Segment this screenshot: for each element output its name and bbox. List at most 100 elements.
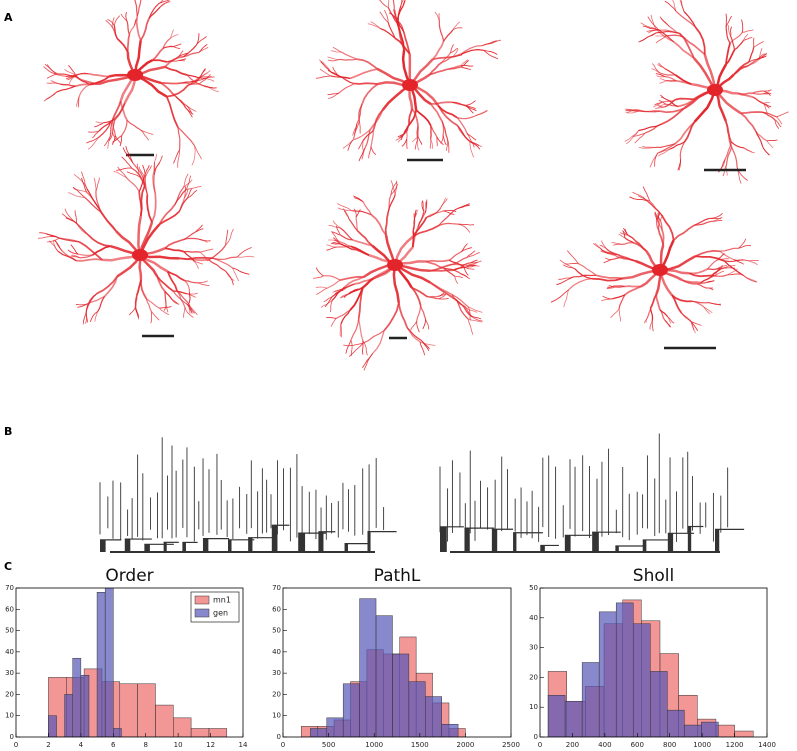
dendrite xyxy=(440,198,448,209)
dendrite xyxy=(186,105,193,114)
dendrite xyxy=(387,22,396,39)
dendrite xyxy=(171,299,180,305)
dendrite xyxy=(225,229,229,246)
dendrite xyxy=(696,283,707,289)
dendrite xyxy=(347,139,354,151)
dendrite xyxy=(708,302,721,306)
dendrite xyxy=(332,237,341,245)
dendrite xyxy=(466,251,480,258)
dendrite xyxy=(566,250,579,264)
dendrite xyxy=(349,287,364,311)
dendrite xyxy=(742,29,754,33)
dendrite xyxy=(661,215,675,241)
dendrogram-trunk xyxy=(564,535,571,552)
dendrite xyxy=(425,259,450,263)
dendrite xyxy=(87,137,100,150)
dendrite xyxy=(339,324,342,337)
dendrite xyxy=(618,233,626,239)
dendrite xyxy=(203,85,217,89)
bar xyxy=(684,724,702,737)
x-tick-label: 8 xyxy=(143,741,147,749)
y-tick-label: 30 xyxy=(5,669,14,677)
dendrite xyxy=(340,309,351,325)
dendrite xyxy=(604,257,611,261)
bar xyxy=(190,728,210,737)
dendrite xyxy=(466,262,478,266)
dendrite xyxy=(139,176,148,195)
dendrite xyxy=(384,212,390,236)
dendrite xyxy=(331,231,341,236)
dendrite xyxy=(92,245,111,256)
dendrite xyxy=(74,210,78,224)
y-tick-label: 20 xyxy=(529,673,538,681)
dendrite xyxy=(107,135,111,149)
dendrite xyxy=(460,48,484,55)
dendrite xyxy=(406,138,408,149)
dendrite xyxy=(757,56,766,60)
dendrite xyxy=(398,133,405,139)
dendrite xyxy=(645,316,649,323)
dendrite xyxy=(162,38,171,49)
bar xyxy=(310,728,328,737)
dendrite xyxy=(452,27,463,31)
dendrite xyxy=(602,295,613,300)
dendrite xyxy=(659,309,669,318)
dendrite xyxy=(128,24,136,35)
dendrite xyxy=(75,75,91,86)
dendrite xyxy=(424,201,427,213)
dendrite xyxy=(370,146,377,156)
dendrite xyxy=(341,51,358,60)
dendrite xyxy=(114,102,126,121)
dendrite xyxy=(609,253,621,259)
dendrite xyxy=(655,35,667,44)
dendrite xyxy=(108,132,114,142)
x-tick-label: 200 xyxy=(566,741,579,749)
dendrite xyxy=(111,17,115,28)
dendrite xyxy=(414,209,417,219)
dendrite xyxy=(422,319,427,330)
dendrite xyxy=(438,297,449,300)
dendrite xyxy=(724,141,732,160)
dendrogram-trunk xyxy=(440,526,447,552)
dendrite xyxy=(651,63,661,74)
dendrite xyxy=(659,72,676,76)
dendrite xyxy=(165,96,179,128)
dendrite xyxy=(654,213,658,222)
dendrite xyxy=(131,167,146,186)
dendrite xyxy=(89,311,99,323)
dendrite xyxy=(762,91,770,95)
dendrogram-trunk xyxy=(687,526,692,552)
dendrite xyxy=(337,245,351,248)
bar xyxy=(650,671,668,737)
dendrite xyxy=(673,41,695,59)
dendrite xyxy=(392,9,397,19)
dendrite xyxy=(113,15,121,26)
dendrite xyxy=(198,46,209,53)
dendrite xyxy=(313,275,324,279)
dendrite xyxy=(173,290,188,295)
dendrite xyxy=(443,29,454,42)
dendrite xyxy=(379,0,389,9)
dendrogram-trunk xyxy=(615,546,619,552)
dendrite xyxy=(667,316,672,324)
dendrite xyxy=(612,294,626,300)
dendrite xyxy=(625,110,640,114)
dendrite xyxy=(319,68,332,77)
dendrite xyxy=(212,256,238,261)
dendrite xyxy=(642,186,651,202)
dendrite xyxy=(383,302,400,332)
dendrite xyxy=(422,200,425,212)
dendrite xyxy=(140,279,148,300)
y-tick-label: 20 xyxy=(5,690,14,698)
dendrite xyxy=(421,200,425,212)
dendrite xyxy=(451,294,469,308)
dendrite xyxy=(412,218,416,232)
dendrite xyxy=(690,322,695,331)
dendrite xyxy=(467,318,474,335)
dendrite xyxy=(116,167,132,171)
dendrite xyxy=(355,216,359,231)
y-tick-label: 40 xyxy=(272,648,281,656)
dendrite xyxy=(706,287,714,291)
dendrite xyxy=(655,73,666,77)
dendrite xyxy=(658,99,667,105)
